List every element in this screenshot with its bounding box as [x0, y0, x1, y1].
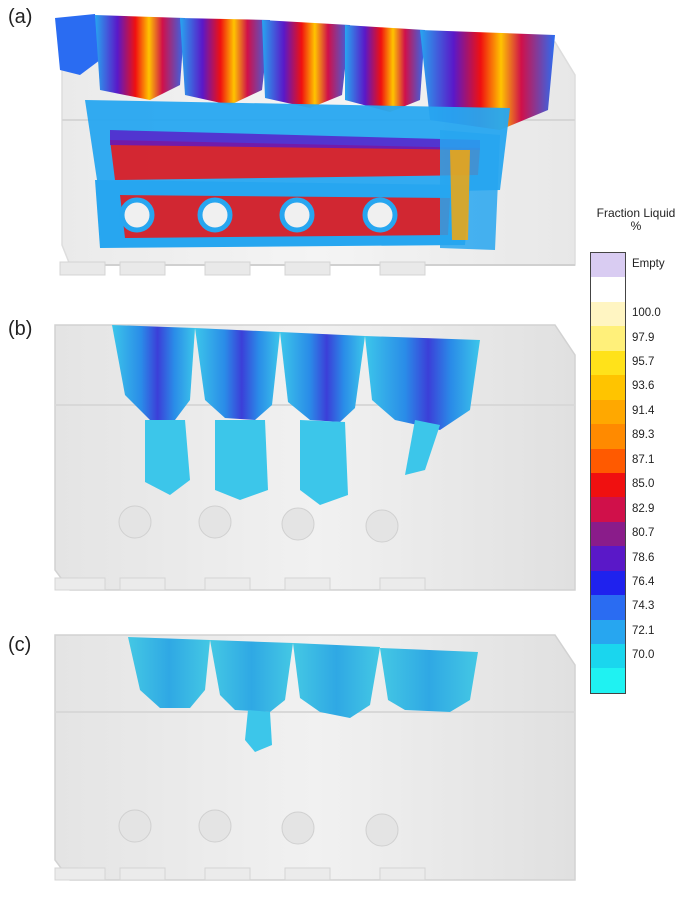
legend-label: 100.0 [632, 307, 661, 320]
legend-swatch [591, 546, 625, 571]
legend-swatch [591, 301, 625, 327]
legend-label: 91.4 [632, 404, 655, 417]
legend-swatch [591, 253, 625, 278]
legend-swatch [591, 521, 625, 547]
legend-swatch [591, 472, 625, 498]
legend-swatch [591, 619, 625, 644]
legend-swatch [591, 277, 625, 302]
legend-label: 87.1 [632, 453, 655, 466]
legend-label: 80.7 [632, 527, 655, 540]
legend-label: 76.4 [632, 576, 655, 588]
legend-swatch [591, 399, 625, 425]
legend-swatch [591, 326, 625, 351]
fill-contours-c [128, 637, 478, 752]
legend-label: 95.7 [632, 356, 655, 368]
legend-label: Empty [632, 258, 665, 271]
legend-label: 85.0 [632, 478, 655, 491]
panel-label-a: (a) [8, 6, 33, 28]
fill-contours-a [55, 14, 555, 250]
legend-label: 97.9 [632, 331, 655, 344]
legend-swatch [591, 350, 625, 376]
legend-swatch [591, 644, 625, 669]
legend-color-bar [590, 252, 626, 694]
legend-swatch [591, 668, 625, 693]
legend-swatch [591, 595, 625, 620]
legend-label: 70.0 [632, 649, 655, 662]
legend-label: 93.6 [632, 380, 655, 393]
legend-title-line1: Fraction Liquid [596, 206, 676, 220]
legend-label: 72.1 [632, 624, 655, 637]
legend-title: Fraction Liquid % [588, 207, 684, 233]
legend-swatch [591, 570, 625, 596]
legend-swatch [591, 424, 625, 449]
fill-contours-b [112, 325, 480, 505]
legend-swatch [591, 375, 625, 400]
legend-label: 89.3 [632, 429, 655, 442]
legend-swatch [591, 497, 625, 522]
panel-label-b: (b) [8, 318, 33, 340]
legend-label: 74.3 [632, 600, 655, 613]
legend-title-line2: % [630, 219, 642, 233]
legend-label: 78.6 [632, 551, 655, 564]
legend-label: 82.9 [632, 502, 655, 515]
legend-swatch [591, 448, 625, 473]
panel-label-c: (c) [8, 634, 32, 656]
